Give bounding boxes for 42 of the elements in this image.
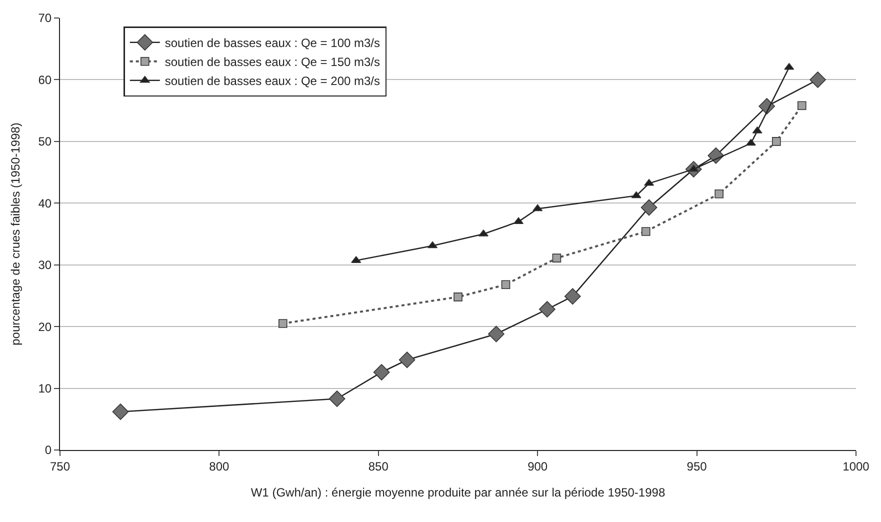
point bbox=[373, 364, 390, 380]
point bbox=[454, 292, 462, 302]
point bbox=[398, 352, 416, 368]
point bbox=[797, 101, 806, 110]
x-tick-label: 950 bbox=[686, 459, 708, 474]
point bbox=[641, 227, 650, 236]
legend-label: soutien de basses eaux : Qe = 150 m3/s bbox=[164, 55, 380, 70]
point bbox=[784, 62, 794, 70]
point bbox=[428, 241, 438, 248]
x-axis-title: W1 (Gwh/an) : énergie moyenne produite par année sur la période 1950-1998 bbox=[250, 485, 666, 500]
y-tick-label: 50 bbox=[38, 134, 52, 149]
y-tick-label: 10 bbox=[38, 381, 52, 396]
x-tick-label: 900 bbox=[528, 459, 548, 474]
x-tick-label: 1000 bbox=[842, 459, 870, 474]
y-tick-label: 0 bbox=[44, 443, 52, 458]
point bbox=[644, 178, 654, 186]
y-tick-label: 40 bbox=[38, 196, 52, 210]
point bbox=[772, 137, 781, 146]
x-tick-label: 850 bbox=[368, 459, 389, 474]
y-tick-label: 30 bbox=[38, 258, 52, 272]
x-tick-label: 750 bbox=[50, 459, 70, 474]
y-tick-label: 70 bbox=[38, 11, 52, 26]
legend-label: soutien de basses eaux : Qe = 200 m3/s bbox=[164, 74, 380, 88]
point bbox=[278, 319, 288, 328]
x-tick-label: 800 bbox=[209, 459, 230, 474]
point bbox=[552, 254, 562, 262]
point bbox=[538, 301, 556, 318]
legend-label: soutien de basses eaux : Qe = 100 m3/s bbox=[164, 36, 380, 50]
point bbox=[640, 199, 658, 216]
point bbox=[488, 326, 504, 342]
point bbox=[746, 138, 756, 146]
point bbox=[532, 204, 543, 212]
point bbox=[112, 404, 129, 420]
point bbox=[714, 189, 724, 198]
point bbox=[328, 390, 346, 407]
point bbox=[501, 280, 510, 290]
y-tick-label: 60 bbox=[38, 72, 52, 87]
point bbox=[810, 72, 826, 88]
point bbox=[631, 191, 642, 198]
y-axis-title: pourcentage de crues faibles (1950-1998) bbox=[8, 122, 23, 346]
point bbox=[564, 288, 581, 305]
y-tick-label: 20 bbox=[38, 320, 52, 334]
